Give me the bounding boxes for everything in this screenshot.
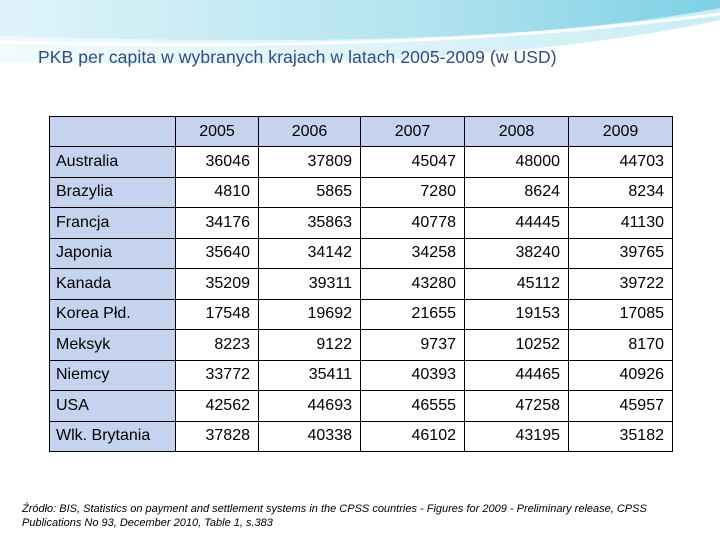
country-cell: Meksyk — [49, 329, 176, 361]
country-cell: USA — [49, 390, 176, 422]
value-cell: 44703 — [568, 146, 673, 178]
header-year: 2006 — [258, 116, 361, 147]
country-cell: Kanada — [49, 268, 176, 300]
value-cell: 17085 — [568, 298, 673, 330]
table-header-row: 2005 2006 2007 2008 2009 — [49, 116, 673, 147]
table-row: Francja 34176 35863 40778 44445 41130 — [49, 207, 673, 239]
country-cell: Wlk. Brytania — [49, 420, 176, 452]
value-cell: 35209 — [175, 268, 259, 300]
header-year: 2009 — [568, 116, 673, 147]
value-cell: 44465 — [464, 359, 569, 391]
value-cell: 37828 — [175, 420, 259, 452]
value-cell: 35863 — [258, 207, 361, 239]
value-cell: 36046 — [175, 146, 259, 178]
value-cell: 21655 — [360, 298, 465, 330]
value-cell: 40393 — [360, 359, 465, 391]
value-cell: 9122 — [258, 329, 361, 361]
value-cell: 35640 — [175, 237, 259, 269]
value-cell: 46555 — [360, 390, 465, 422]
table-row: Kanada 35209 39311 43280 45112 39722 — [49, 268, 673, 300]
value-cell: 38240 — [464, 237, 569, 269]
header-year: 2007 — [360, 116, 465, 147]
decorative-swoosh — [0, 0, 720, 65]
country-cell: Niemcy — [49, 359, 176, 391]
value-cell: 46102 — [360, 420, 465, 452]
gdp-per-capita-table: 2005 2006 2007 2008 2009 Australia 36046 3… — [49, 116, 673, 452]
value-cell: 48000 — [464, 146, 569, 178]
value-cell: 10252 — [464, 329, 569, 361]
value-cell: 34258 — [360, 237, 465, 269]
value-cell: 41130 — [568, 207, 673, 239]
value-cell: 44693 — [258, 390, 361, 422]
value-cell: 45957 — [568, 390, 673, 422]
country-cell: Francja — [49, 207, 176, 239]
value-cell: 34176 — [175, 207, 259, 239]
value-cell: 44445 — [464, 207, 569, 239]
value-cell: 8624 — [464, 176, 569, 208]
value-cell: 35182 — [568, 420, 673, 452]
value-cell: 8234 — [568, 176, 673, 208]
value-cell: 45047 — [360, 146, 465, 178]
table-row: USA 42562 44693 46555 47258 45957 — [49, 390, 673, 422]
country-cell: Korea Płd. — [49, 298, 176, 330]
header-corner-cell — [49, 116, 176, 147]
value-cell: 47258 — [464, 390, 569, 422]
table-row: Australia 36046 37809 45047 48000 44703 — [49, 146, 673, 178]
value-cell: 43195 — [464, 420, 569, 452]
table-row: Wlk. Brytania 37828 40338 46102 43195 35182 — [49, 420, 673, 452]
value-cell: 8223 — [175, 329, 259, 361]
source-note: Źródło: BIS, Statistics on payment and s… — [22, 503, 647, 529]
value-cell: 19153 — [464, 298, 569, 330]
page-title: PKB per capita w wybranych krajach w lat… — [38, 47, 557, 67]
value-cell: 5865 — [258, 176, 361, 208]
country-cell: Japonia — [49, 237, 176, 269]
table-row: Japonia 35640 34142 34258 38240 39765 — [49, 237, 673, 269]
value-cell: 34142 — [258, 237, 361, 269]
value-cell: 39311 — [258, 268, 361, 300]
value-cell: 40338 — [258, 420, 361, 452]
table-row: Korea Płd. 17548 19692 21655 19153 17085 — [49, 298, 673, 330]
value-cell: 39765 — [568, 237, 673, 269]
value-cell: 39722 — [568, 268, 673, 300]
value-cell: 33772 — [175, 359, 259, 391]
header-year: 2008 — [464, 116, 569, 147]
country-cell: Brazylia — [49, 176, 176, 208]
value-cell: 43280 — [360, 268, 465, 300]
value-cell: 37809 — [258, 146, 361, 178]
value-cell: 9737 — [360, 329, 465, 361]
value-cell: 17548 — [175, 298, 259, 330]
value-cell: 42562 — [175, 390, 259, 422]
value-cell: 40926 — [568, 359, 673, 391]
value-cell: 4810 — [175, 176, 259, 208]
value-cell: 19692 — [258, 298, 361, 330]
table-row: Brazylia 4810 5865 7280 8624 8234 — [49, 176, 673, 208]
table-row: Niemcy 33772 35411 40393 44465 40926 — [49, 359, 673, 391]
country-cell: Australia — [49, 146, 176, 178]
value-cell: 7280 — [360, 176, 465, 208]
value-cell: 45112 — [464, 268, 569, 300]
value-cell: 40778 — [360, 207, 465, 239]
value-cell: 8170 — [568, 329, 673, 361]
table-row: Meksyk 8223 9122 9737 10252 8170 — [49, 329, 673, 361]
value-cell: 35411 — [258, 359, 361, 391]
header-year: 2005 — [175, 116, 259, 147]
